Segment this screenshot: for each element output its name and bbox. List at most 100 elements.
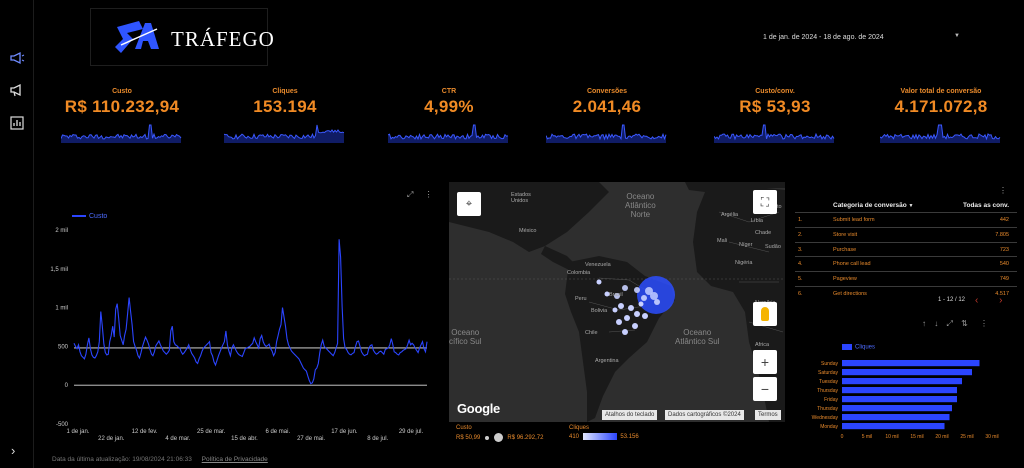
x-tick-label: 22 de jan. [98, 436, 125, 442]
more-options-icon[interactable]: ⋮ [980, 319, 989, 328]
zoom-in-button[interactable]: + [753, 350, 777, 374]
map-label-chade: Chade [755, 230, 772, 236]
table-row[interactable]: 4. Phone call lead 540 [795, 256, 1017, 271]
prev-page-icon[interactable]: ‹ [975, 295, 979, 306]
kpi-value: 2.041,46 [572, 97, 642, 116]
x-tick-label: 12 de fev. [132, 429, 158, 435]
street-view-pegman-icon[interactable] [753, 302, 777, 326]
report-icon[interactable] [9, 115, 25, 131]
table-row[interactable]: 3. Purchase 723 [795, 241, 1017, 257]
kpi-value: 153.194 [253, 97, 317, 116]
sparkline-line [224, 124, 345, 140]
y-tick-label: 500 [58, 344, 69, 350]
x-tick-label: 27 de mai. [297, 436, 325, 442]
export-chart-icon[interactable]: ⤢ [407, 190, 414, 199]
map-label-venezuela: Venezuela [585, 262, 611, 268]
row-value: 7.805 [995, 231, 1009, 238]
map-cost-legend: Custo R$ 50,99 R$ 96.292,72 [456, 425, 543, 442]
map-label-chile: Chile [585, 330, 598, 336]
map-label-niger: Níger [739, 242, 753, 248]
zoom-out-button[interactable]: − [753, 377, 777, 401]
row-category: Store visit [833, 231, 858, 238]
megaphone-icon[interactable] [9, 50, 25, 66]
kpi-value: R$ 53,93 [739, 97, 811, 116]
small-bubble-icon [485, 435, 490, 440]
sparkline-area [880, 125, 1000, 143]
x-tick-label: 4 de mar. [165, 436, 190, 442]
kpi-sparkline [880, 124, 1001, 143]
fullscreen-button[interactable]: ⛶ [753, 190, 777, 214]
sparkline-line [880, 124, 1001, 141]
row-category: Get directions [833, 290, 867, 297]
x-tick-label: 20 mil [935, 434, 948, 438]
footer: Data da última atualização: 19/08/2024 2… [52, 456, 268, 463]
large-bubble-icon [493, 433, 503, 442]
map-label-colombia: Colombia [567, 270, 591, 276]
kpi-label: CTR [441, 88, 457, 95]
x-tick-label: 30 mil [985, 434, 998, 438]
map-label-africa: Africa [755, 342, 770, 348]
x-tick-label: 25 de mar. [197, 429, 226, 435]
kpi-card: Custo R$ 110.232,94 [57, 88, 187, 143]
kpi-sparkline [546, 124, 667, 143]
conversion-category-table: Categoria de conversão ▼ Todas as conv. … [795, 198, 1017, 301]
date-range-selector[interactable]: 1 de jan. de 2024 - 18 de ago. de 2024 ▼ [740, 30, 970, 48]
locate-me-button[interactable]: ⌖ [457, 192, 481, 216]
privacy-policy-link[interactable]: Política de Privacidade [201, 456, 268, 463]
x-tick-label: 15 de abr. [231, 436, 258, 442]
map-label-mali: Mali [717, 238, 728, 244]
expand-chevron-icon[interactable]: › [11, 443, 16, 458]
cost-legend-max: R$ 96.292,72 [507, 435, 544, 442]
table-row[interactable]: 1. Submit lead form 442 [795, 212, 1017, 227]
next-page-icon[interactable]: › [999, 295, 1003, 306]
table-row[interactable]: 2. Store visit 7.805 [795, 226, 1017, 242]
map-label-pacific-south: Oceano cífico Sul [449, 328, 482, 346]
bar-chart-toolbar: ↑ ↓ ⤢ ⇅ ⋮ [922, 319, 988, 329]
y-tick-label: 1,5 mil [50, 267, 68, 273]
kpi-card: Custo/conv. R$ 53,93 [710, 88, 840, 143]
legend-swatch [72, 215, 86, 218]
map-label-atlantic-south: Oceano Atlântico Sul [675, 328, 720, 346]
y-tick-label: 0 [65, 383, 69, 389]
geo-map[interactable]: Oceano Atlântico Norte Oceano Atlântico Sul… [449, 182, 785, 422]
export-chart-icon[interactable]: ⤢ [946, 319, 953, 328]
col-header-category[interactable]: Categoria de conversão ▼ [833, 202, 914, 209]
last-updated-text: Data da última atualização: 19/08/2024 2… [52, 456, 192, 463]
sort-down-icon[interactable]: ↓ [934, 319, 939, 328]
map-label-argelia: Argélia [721, 212, 739, 218]
left-nav-rail: › [0, 0, 34, 468]
kpi-label: Custo/conv. [755, 88, 795, 95]
map-label-argentina: Argentina [595, 358, 619, 364]
col-header-all-conversions[interactable]: Todas as conv. [963, 202, 1009, 209]
bar [842, 360, 980, 367]
x-tick-label: 25 mil [960, 434, 973, 438]
x-tick-label: 8 de jul. [367, 436, 388, 442]
bar-category-label: Friday [824, 397, 838, 403]
more-options-icon[interactable]: ⋮ [424, 190, 433, 199]
map-data-attribution[interactable]: Dados cartográficos ©2024 [665, 410, 744, 420]
bar [842, 414, 950, 421]
row-value: 442 [999, 217, 1009, 223]
sparkline-line [714, 124, 835, 141]
y-tick-label: 1 mil [55, 306, 68, 312]
sort-up-icon[interactable]: ↑ [922, 319, 926, 328]
sparkline-area [388, 125, 508, 143]
terms-link[interactable]: Termos [755, 410, 781, 420]
kpi-value: R$ 110.232,94 [64, 97, 180, 116]
kpi-card: CTR 4,99% [384, 88, 514, 143]
keyboard-shortcuts-link[interactable]: Atalhos do teclado [602, 410, 658, 420]
table-more-options-icon[interactable]: ⋮ [999, 186, 1007, 195]
date-range-label: 1 de jan. de 2024 - 18 de ago. de 2024 [763, 34, 884, 41]
bar [842, 423, 945, 430]
sparkline-area [61, 125, 181, 143]
bar [842, 369, 972, 376]
table-row[interactable]: 6. Get directions 4.517 [795, 285, 1017, 301]
sort-az-icon[interactable]: ⇅ [961, 319, 968, 328]
sparkline-line [61, 124, 182, 140]
campaign-icon[interactable] [9, 82, 25, 98]
table-row[interactable]: 5. Pageview 749 [795, 271, 1017, 286]
legend-swatch [842, 344, 852, 350]
row-value: 749 [999, 276, 1009, 283]
y-tick-label: -500 [56, 422, 69, 428]
map-label-peru: Peru [575, 296, 587, 302]
